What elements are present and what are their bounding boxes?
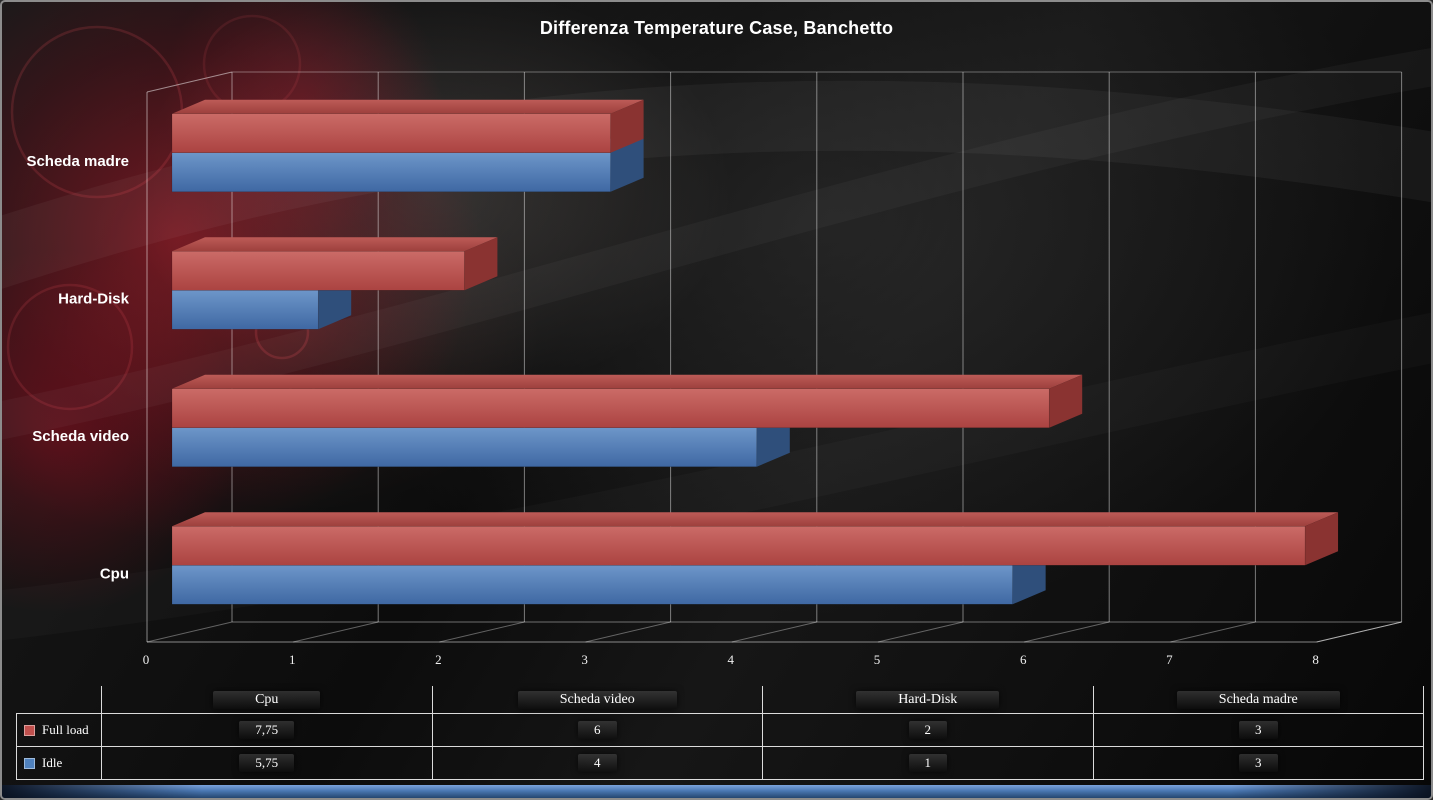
axis-labels: Scheda madre Hard-Disk Scheda video Cpu 0 1 2 3… bbox=[26, 153, 1318, 667]
bar-full-load-scheda-madre bbox=[171, 99, 644, 153]
table-value: 2 bbox=[908, 721, 947, 739]
decor-ring bbox=[10, 25, 184, 199]
table-value-cell: 1 bbox=[763, 747, 1094, 779]
table-header-label: Scheda video bbox=[517, 690, 677, 709]
table-value: 7,75 bbox=[239, 721, 295, 739]
table-header-label: Hard-Disk bbox=[856, 690, 1000, 709]
legend-cell: Idle bbox=[16, 747, 102, 779]
x-axis-tick-label: 8 bbox=[1312, 652, 1319, 667]
bar-full-load-hard-disk bbox=[171, 237, 498, 291]
x-axis-tick-label: 0 bbox=[143, 652, 150, 667]
table-header-label: Cpu bbox=[213, 690, 321, 709]
x-axis-tick-label: 4 bbox=[728, 652, 735, 667]
plot-walls bbox=[146, 71, 1402, 643]
category-label: Scheda madre bbox=[26, 153, 129, 170]
table-row-idle: Idle 5,75 4 1 3 bbox=[16, 746, 1424, 780]
table-header-cell-scheda-madre: Scheda madre bbox=[1094, 686, 1424, 713]
table-value: 4 bbox=[578, 754, 617, 772]
table-value-cell: 3 bbox=[1094, 714, 1424, 746]
table-value-cell: 7,75 bbox=[102, 714, 433, 746]
table-value: 3 bbox=[1239, 754, 1278, 772]
bottom-accent-bar bbox=[2, 785, 1431, 798]
x-axis-tick-label: 1 bbox=[289, 652, 296, 667]
chart-title: Differenza Temperature Case, Banchetto bbox=[539, 18, 894, 38]
bar-full-load-cpu bbox=[171, 512, 1339, 566]
table-value-cell: 3 bbox=[1094, 747, 1424, 779]
category-label: Scheda video bbox=[32, 428, 129, 445]
x-axis-tick-label: 6 bbox=[1020, 652, 1027, 667]
table-corner-cell bbox=[16, 686, 102, 713]
chart-data-table: Cpu Scheda video Hard-Disk Scheda madre Full… bbox=[16, 686, 1424, 780]
table-header-cell-hard-disk: Hard-Disk bbox=[763, 686, 1094, 713]
table-value: 6 bbox=[578, 721, 617, 739]
x-axis-tick-label: 5 bbox=[874, 652, 881, 667]
legend-swatch bbox=[24, 757, 35, 769]
table-value-cell: 2 bbox=[763, 714, 1094, 746]
table-value-cell: 6 bbox=[433, 714, 763, 746]
bars bbox=[171, 99, 1339, 605]
table-row-full-load: Full load 7,75 6 2 3 bbox=[16, 713, 1424, 746]
table-value-cell: 4 bbox=[433, 747, 763, 779]
legend-swatch bbox=[24, 724, 35, 736]
table-value: 1 bbox=[908, 754, 947, 772]
x-axis-tick-label: 2 bbox=[435, 652, 442, 667]
legend-label: Idle bbox=[42, 755, 63, 770]
x-axis-tick-label: 7 bbox=[1166, 652, 1173, 667]
table-header-label: Scheda madre bbox=[1176, 690, 1340, 709]
table-value: 3 bbox=[1239, 721, 1278, 739]
bar-chart: Scheda madre Hard-Disk Scheda video Cpu 0 1 2 3… bbox=[2, 14, 1431, 667]
legend-label: Full load bbox=[42, 722, 89, 737]
table-header-cell-cpu: Cpu bbox=[102, 686, 433, 713]
decor-ring bbox=[6, 283, 134, 411]
x-axis-tick-label: 3 bbox=[581, 652, 588, 667]
table-value: 5,75 bbox=[239, 754, 295, 772]
bar-full-load-scheda-video bbox=[171, 374, 1083, 428]
category-label: Cpu bbox=[100, 565, 129, 582]
table-value-cell: 5,75 bbox=[102, 747, 433, 779]
table-header-row: Cpu Scheda video Hard-Disk Scheda madre bbox=[16, 686, 1424, 713]
table-header-cell-scheda-video: Scheda video bbox=[433, 686, 763, 713]
category-label: Hard-Disk bbox=[58, 290, 130, 307]
legend-cell: Full load bbox=[16, 714, 102, 746]
decor-ring bbox=[202, 14, 302, 114]
